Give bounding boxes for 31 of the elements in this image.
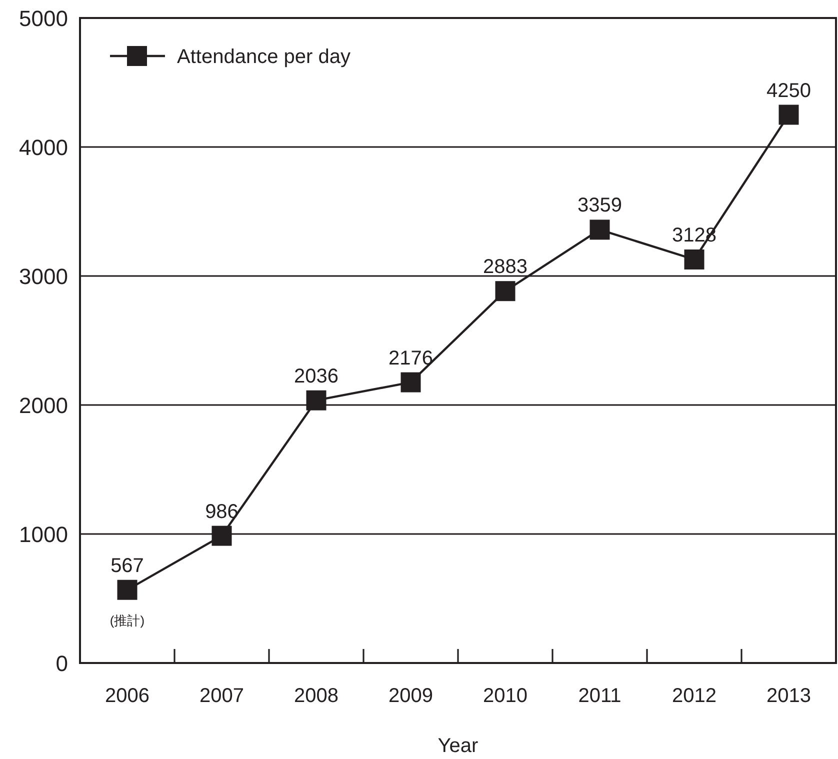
ytick: 5000 xyxy=(19,6,68,31)
point xyxy=(400,372,421,392)
ytick: 3000 xyxy=(19,264,68,289)
xtick: 2007 xyxy=(200,685,244,707)
xlabel: Year xyxy=(438,735,478,757)
xtick: 2013 xyxy=(766,685,811,707)
data-label: 4250 xyxy=(766,80,811,102)
data-label: 3359 xyxy=(578,194,622,217)
point xyxy=(778,104,799,125)
xtick: 2008 xyxy=(294,685,338,707)
point xyxy=(306,390,326,410)
legend-label: Attendance per day xyxy=(177,46,350,68)
point xyxy=(495,281,516,302)
point xyxy=(684,249,704,270)
point xyxy=(212,526,232,546)
xtick: 2010 xyxy=(483,685,528,707)
point xyxy=(590,220,610,240)
annotation: (推計) xyxy=(110,612,145,628)
data-label: 2036 xyxy=(294,365,338,388)
ytick: 1000 xyxy=(19,522,68,547)
data-label: 567 xyxy=(110,554,144,577)
xtick: 2012 xyxy=(672,685,716,707)
ytick: 2000 xyxy=(19,393,68,418)
ytick: 4000 xyxy=(19,135,68,160)
data-label: 2883 xyxy=(483,256,528,278)
data-label: 2176 xyxy=(388,347,433,370)
xtick: 2006 xyxy=(105,685,150,707)
point xyxy=(117,580,138,600)
xtick: 2009 xyxy=(388,685,433,707)
xtick: 2011 xyxy=(578,685,622,707)
ytick: 0 xyxy=(56,651,68,676)
